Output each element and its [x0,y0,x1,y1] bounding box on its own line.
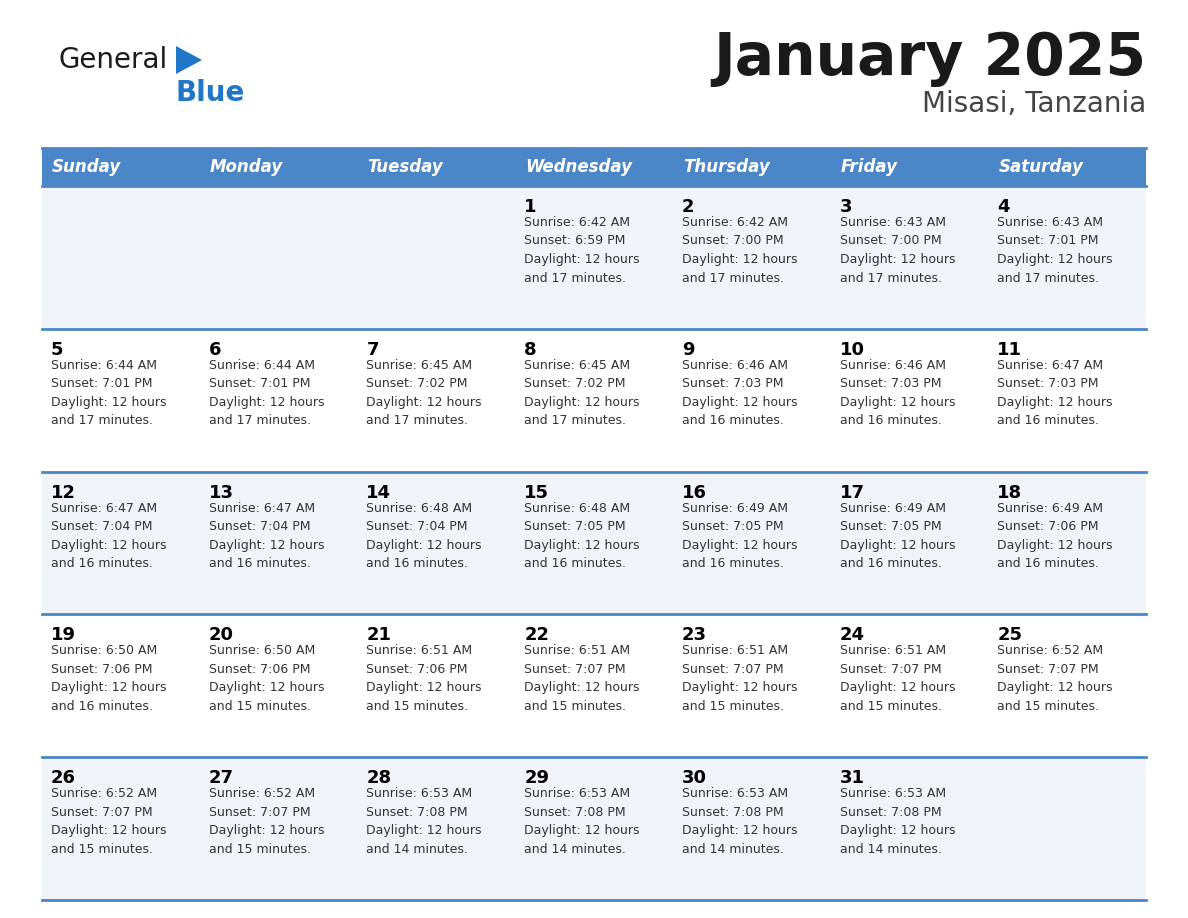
Bar [42,186,1146,329]
Text: Blue: Blue [176,79,246,107]
Text: 8: 8 [524,341,537,359]
Text: 11: 11 [997,341,1023,359]
Text: Sunrise: 6:47 AM
Sunset: 7:04 PM
Daylight: 12 hours
and 16 minutes.: Sunrise: 6:47 AM Sunset: 7:04 PM Dayligh… [209,501,324,570]
Text: 23: 23 [682,626,707,644]
Text: 19: 19 [51,626,76,644]
Text: Sunrise: 6:46 AM
Sunset: 7:03 PM
Daylight: 12 hours
and 16 minutes.: Sunrise: 6:46 AM Sunset: 7:03 PM Dayligh… [682,359,797,427]
Text: 20: 20 [209,626,234,644]
Text: Sunrise: 6:50 AM
Sunset: 7:06 PM
Daylight: 12 hours
and 15 minutes.: Sunrise: 6:50 AM Sunset: 7:06 PM Dayligh… [209,644,324,713]
Text: Sunrise: 6:48 AM
Sunset: 7:05 PM
Daylight: 12 hours
and 16 minutes.: Sunrise: 6:48 AM Sunset: 7:05 PM Dayligh… [524,501,639,570]
Text: Wednesday: Wednesday [525,158,632,176]
Text: Sunrise: 6:50 AM
Sunset: 7:06 PM
Daylight: 12 hours
and 16 minutes.: Sunrise: 6:50 AM Sunset: 7:06 PM Dayligh… [51,644,166,713]
Text: Sunday: Sunday [52,158,121,176]
Text: Friday: Friday [841,158,898,176]
Text: 22: 22 [524,626,549,644]
Text: 31: 31 [840,769,865,788]
Text: 14: 14 [366,484,391,501]
Text: Monday: Monday [210,158,283,176]
Text: Sunrise: 6:52 AM
Sunset: 7:07 PM
Daylight: 12 hours
and 15 minutes.: Sunrise: 6:52 AM Sunset: 7:07 PM Dayligh… [51,788,166,856]
Text: Sunrise: 6:53 AM
Sunset: 7:08 PM
Daylight: 12 hours
and 14 minutes.: Sunrise: 6:53 AM Sunset: 7:08 PM Dayligh… [840,788,955,856]
Text: 12: 12 [51,484,76,501]
Text: Sunrise: 6:51 AM
Sunset: 7:07 PM
Daylight: 12 hours
and 15 minutes.: Sunrise: 6:51 AM Sunset: 7:07 PM Dayligh… [682,644,797,713]
Text: 28: 28 [366,769,392,788]
Text: Sunrise: 6:53 AM
Sunset: 7:08 PM
Daylight: 12 hours
and 14 minutes.: Sunrise: 6:53 AM Sunset: 7:08 PM Dayligh… [682,788,797,856]
Text: Sunrise: 6:49 AM
Sunset: 7:05 PM
Daylight: 12 hours
and 16 minutes.: Sunrise: 6:49 AM Sunset: 7:05 PM Dayligh… [840,501,955,570]
Text: Sunrise: 6:49 AM
Sunset: 7:06 PM
Daylight: 12 hours
and 16 minutes.: Sunrise: 6:49 AM Sunset: 7:06 PM Dayligh… [997,501,1113,570]
Text: Tuesday: Tuesday [367,158,443,176]
Text: Sunrise: 6:49 AM
Sunset: 7:05 PM
Daylight: 12 hours
and 16 minutes.: Sunrise: 6:49 AM Sunset: 7:05 PM Dayligh… [682,501,797,570]
Text: Sunrise: 6:46 AM
Sunset: 7:03 PM
Daylight: 12 hours
and 16 minutes.: Sunrise: 6:46 AM Sunset: 7:03 PM Dayligh… [840,359,955,427]
Text: 3: 3 [840,198,852,216]
Text: 26: 26 [51,769,76,788]
Text: Sunrise: 6:51 AM
Sunset: 7:06 PM
Daylight: 12 hours
and 15 minutes.: Sunrise: 6:51 AM Sunset: 7:06 PM Dayligh… [366,644,482,713]
Text: General: General [58,46,168,74]
Text: 2: 2 [682,198,694,216]
Text: Sunrise: 6:45 AM
Sunset: 7:02 PM
Daylight: 12 hours
and 17 minutes.: Sunrise: 6:45 AM Sunset: 7:02 PM Dayligh… [366,359,482,427]
Text: 29: 29 [524,769,549,788]
Text: Sunrise: 6:51 AM
Sunset: 7:07 PM
Daylight: 12 hours
and 15 minutes.: Sunrise: 6:51 AM Sunset: 7:07 PM Dayligh… [524,644,639,713]
Text: 24: 24 [840,626,865,644]
Text: Sunrise: 6:45 AM
Sunset: 7:02 PM
Daylight: 12 hours
and 17 minutes.: Sunrise: 6:45 AM Sunset: 7:02 PM Dayligh… [524,359,639,427]
Text: Sunrise: 6:47 AM
Sunset: 7:04 PM
Daylight: 12 hours
and 16 minutes.: Sunrise: 6:47 AM Sunset: 7:04 PM Dayligh… [51,501,166,570]
Text: 16: 16 [682,484,707,501]
Bar [42,757,1146,900]
Text: Sunrise: 6:44 AM
Sunset: 7:01 PM
Daylight: 12 hours
and 17 minutes.: Sunrise: 6:44 AM Sunset: 7:01 PM Dayligh… [209,359,324,427]
Text: 6: 6 [209,341,221,359]
Bar [42,614,1146,757]
Polygon shape [176,46,202,74]
Text: 25: 25 [997,626,1023,644]
Bar [42,148,1146,186]
Text: Saturday: Saturday [998,158,1083,176]
Text: Misasi, Tanzania: Misasi, Tanzania [922,90,1146,118]
Text: 1: 1 [524,198,537,216]
Text: 7: 7 [366,341,379,359]
Text: 30: 30 [682,769,707,788]
Text: 9: 9 [682,341,694,359]
Text: Sunrise: 6:43 AM
Sunset: 7:00 PM
Daylight: 12 hours
and 17 minutes.: Sunrise: 6:43 AM Sunset: 7:00 PM Dayligh… [840,216,955,285]
Text: 5: 5 [51,341,63,359]
Text: Sunrise: 6:42 AM
Sunset: 6:59 PM
Daylight: 12 hours
and 17 minutes.: Sunrise: 6:42 AM Sunset: 6:59 PM Dayligh… [524,216,639,285]
Text: Sunrise: 6:53 AM
Sunset: 7:08 PM
Daylight: 12 hours
and 14 minutes.: Sunrise: 6:53 AM Sunset: 7:08 PM Dayligh… [366,788,482,856]
Text: January 2025: January 2025 [713,30,1146,87]
Text: Sunrise: 6:52 AM
Sunset: 7:07 PM
Daylight: 12 hours
and 15 minutes.: Sunrise: 6:52 AM Sunset: 7:07 PM Dayligh… [997,644,1113,713]
Bar [42,329,1146,472]
Text: Sunrise: 6:48 AM
Sunset: 7:04 PM
Daylight: 12 hours
and 16 minutes.: Sunrise: 6:48 AM Sunset: 7:04 PM Dayligh… [366,501,482,570]
Text: 13: 13 [209,484,234,501]
Text: Sunrise: 6:53 AM
Sunset: 7:08 PM
Daylight: 12 hours
and 14 minutes.: Sunrise: 6:53 AM Sunset: 7:08 PM Dayligh… [524,788,639,856]
Text: 18: 18 [997,484,1023,501]
Text: 21: 21 [366,626,391,644]
Text: 17: 17 [840,484,865,501]
Text: 4: 4 [997,198,1010,216]
Text: Sunrise: 6:44 AM
Sunset: 7:01 PM
Daylight: 12 hours
and 17 minutes.: Sunrise: 6:44 AM Sunset: 7:01 PM Dayligh… [51,359,166,427]
Bar [42,472,1146,614]
Text: Sunrise: 6:52 AM
Sunset: 7:07 PM
Daylight: 12 hours
and 15 minutes.: Sunrise: 6:52 AM Sunset: 7:07 PM Dayligh… [209,788,324,856]
Text: Sunrise: 6:43 AM
Sunset: 7:01 PM
Daylight: 12 hours
and 17 minutes.: Sunrise: 6:43 AM Sunset: 7:01 PM Dayligh… [997,216,1113,285]
Text: 10: 10 [840,341,865,359]
Text: 15: 15 [524,484,549,501]
Text: Sunrise: 6:47 AM
Sunset: 7:03 PM
Daylight: 12 hours
and 16 minutes.: Sunrise: 6:47 AM Sunset: 7:03 PM Dayligh… [997,359,1113,427]
Text: Sunrise: 6:51 AM
Sunset: 7:07 PM
Daylight: 12 hours
and 15 minutes.: Sunrise: 6:51 AM Sunset: 7:07 PM Dayligh… [840,644,955,713]
Text: Sunrise: 6:42 AM
Sunset: 7:00 PM
Daylight: 12 hours
and 17 minutes.: Sunrise: 6:42 AM Sunset: 7:00 PM Dayligh… [682,216,797,285]
Text: 27: 27 [209,769,234,788]
Text: Thursday: Thursday [683,158,770,176]
